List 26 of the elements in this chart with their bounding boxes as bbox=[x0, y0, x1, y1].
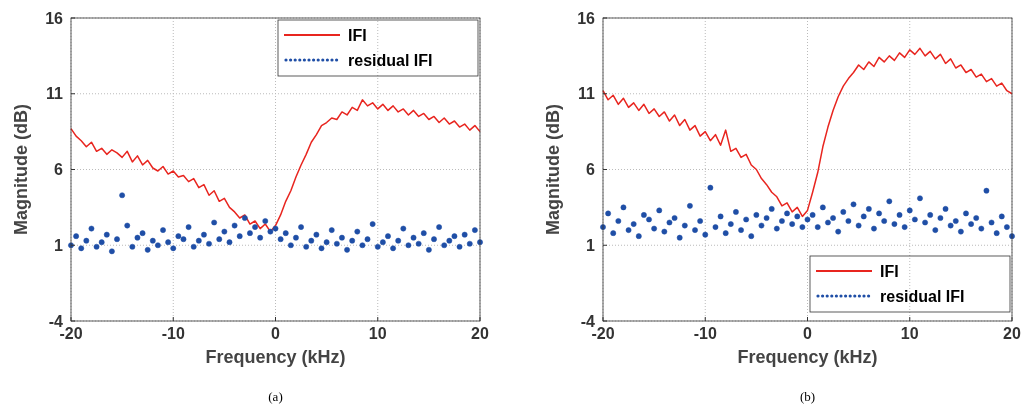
x-tick-label: 10 bbox=[368, 325, 387, 342]
y-axis-title: Magnitude (dB) bbox=[11, 104, 31, 235]
y-tick-label: 1 bbox=[54, 236, 64, 254]
x-axis-title: Frequency (kHz) bbox=[737, 347, 878, 367]
x-tick-label: 10 bbox=[900, 325, 919, 342]
y-tick-label: 6 bbox=[54, 161, 64, 179]
y-tick-label: 11 bbox=[46, 85, 64, 103]
text: (a) bbox=[268, 389, 283, 404]
y-tick-label: 1 bbox=[586, 236, 596, 254]
legend-label: residual IFI bbox=[880, 287, 965, 305]
y-axis-title: Magnitude (dB) bbox=[543, 104, 563, 235]
text: (b) bbox=[799, 389, 816, 404]
y-tick-label: 16 bbox=[577, 9, 596, 27]
y-tick-label: 11 bbox=[578, 85, 596, 103]
legend-label: IFI bbox=[880, 262, 899, 280]
x-tick-label: 0 bbox=[271, 325, 281, 342]
legend-label: IFI bbox=[348, 26, 367, 44]
x-tick-label: 20 bbox=[1003, 325, 1021, 342]
x-axis-title: Frequency (kHz) bbox=[205, 347, 346, 367]
legend-label: residual IFI bbox=[348, 51, 433, 69]
x-tick-label: -10 bbox=[693, 325, 717, 342]
x-tick-label: 20 bbox=[471, 325, 489, 342]
x-tick-label: 0 bbox=[803, 325, 813, 342]
y-tick-label: 16 bbox=[45, 9, 64, 27]
y-tick-label: 6 bbox=[586, 161, 596, 179]
x-tick-label: -10 bbox=[161, 325, 185, 342]
